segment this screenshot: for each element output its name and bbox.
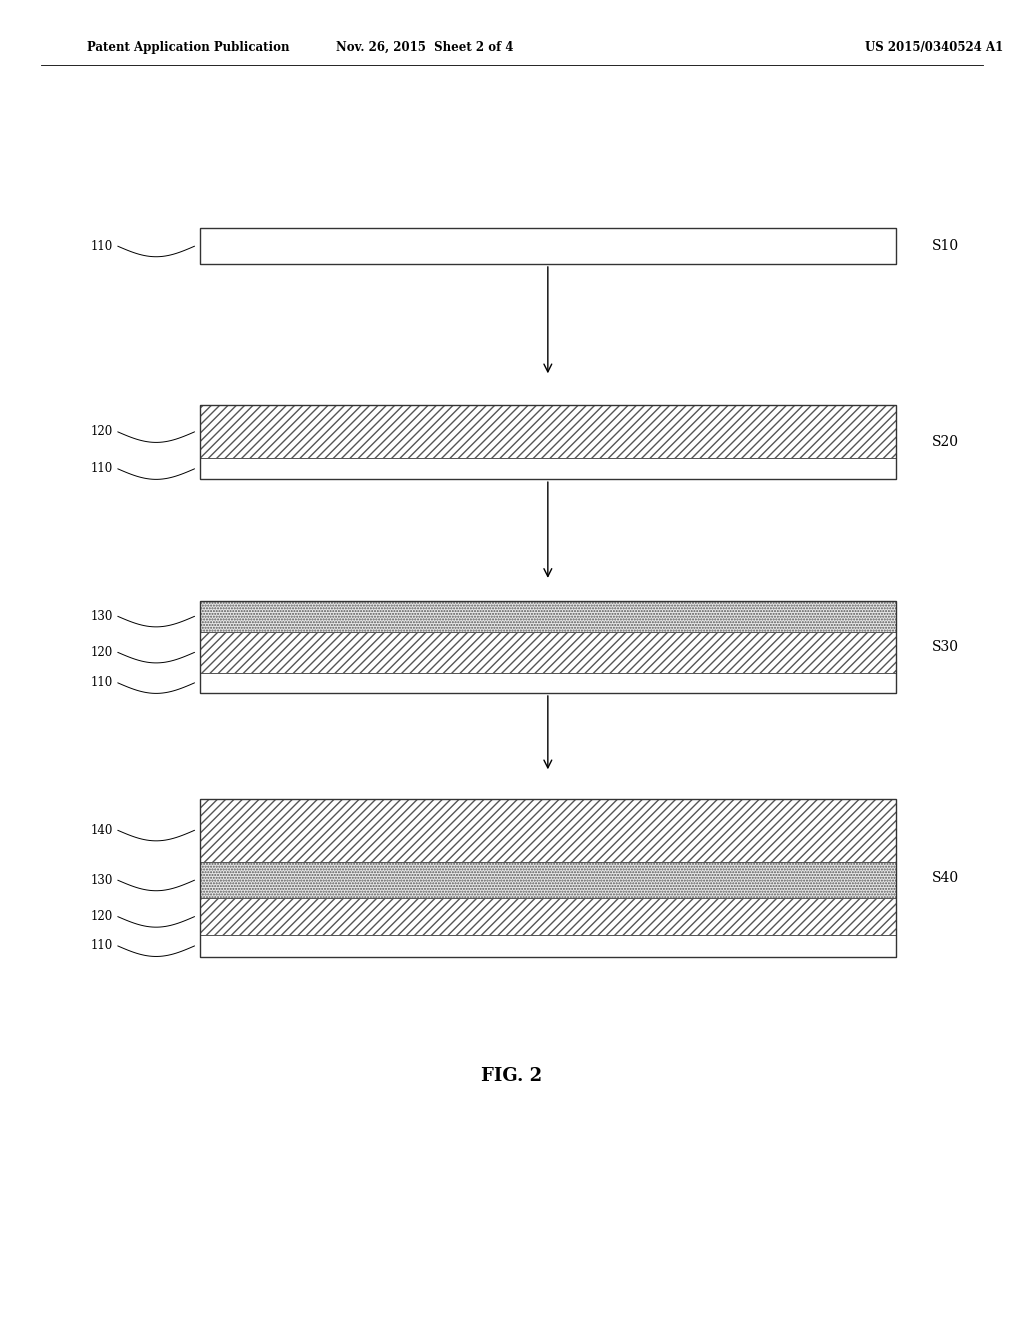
Text: US 2015/0340524 A1: US 2015/0340524 A1 [865, 41, 1004, 54]
Text: Patent Application Publication: Patent Application Publication [87, 41, 290, 54]
Text: 110: 110 [90, 940, 113, 953]
Text: FIG. 2: FIG. 2 [481, 1067, 543, 1085]
Text: 130: 130 [90, 874, 113, 887]
Text: 130: 130 [90, 610, 113, 623]
Bar [200, 458, 896, 479]
Bar [200, 899, 896, 935]
Bar [200, 799, 896, 862]
Bar [200, 601, 896, 632]
Text: S20: S20 [932, 436, 958, 449]
Text: S30: S30 [932, 640, 958, 653]
Bar [200, 405, 896, 458]
Text: 120: 120 [90, 425, 113, 438]
Bar [200, 935, 896, 957]
Bar [200, 228, 896, 264]
Text: Nov. 26, 2015  Sheet 2 of 4: Nov. 26, 2015 Sheet 2 of 4 [336, 41, 514, 54]
Bar [200, 601, 896, 693]
Text: 140: 140 [90, 824, 113, 837]
Text: 120: 120 [90, 645, 113, 659]
Bar [200, 862, 896, 899]
Text: 110: 110 [90, 676, 113, 689]
Text: S10: S10 [932, 239, 958, 253]
Bar [200, 405, 896, 479]
Text: 120: 120 [90, 909, 113, 923]
Bar [200, 799, 896, 957]
Bar [200, 228, 896, 264]
Bar [200, 673, 896, 693]
Bar [200, 632, 896, 673]
Text: 110: 110 [90, 462, 113, 475]
Text: S40: S40 [932, 871, 958, 884]
Text: 110: 110 [90, 240, 113, 252]
